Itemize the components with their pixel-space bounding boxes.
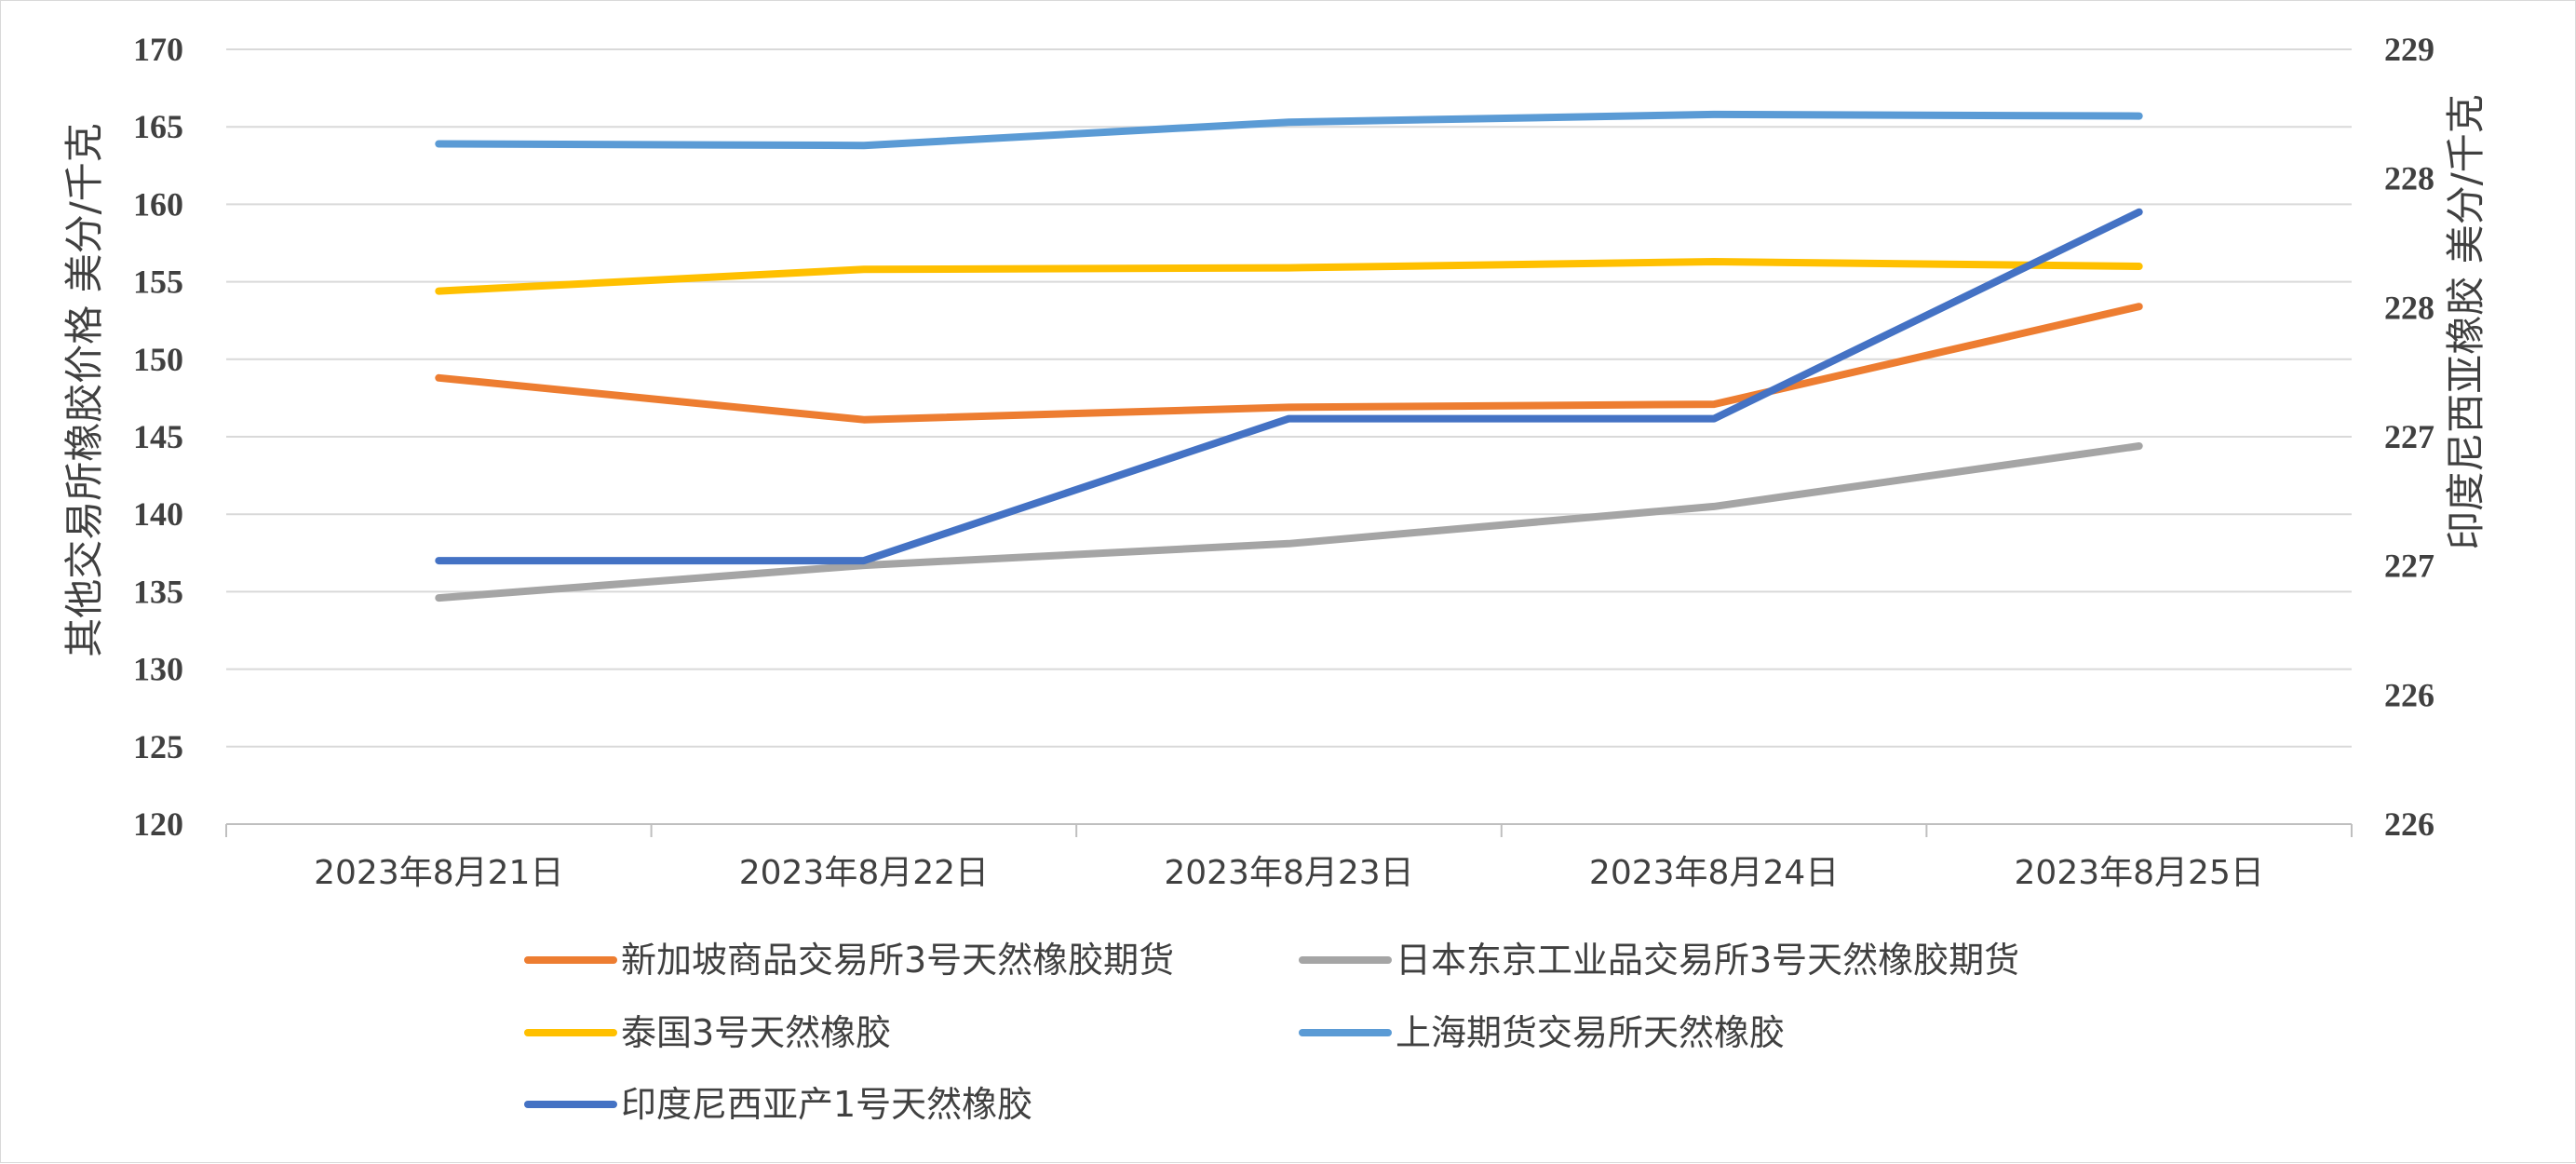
legend-item: 泰国3号天然橡胶 bbox=[524, 1012, 891, 1053]
right-tick-label: 228 bbox=[2384, 160, 2434, 197]
legend-item: 上海期货交易所天然橡胶 bbox=[1299, 1012, 1785, 1053]
x-tick-label: 2023年8月21日 bbox=[314, 854, 563, 892]
series-line bbox=[435, 258, 2143, 295]
right-tick-label: 226 bbox=[2384, 805, 2434, 843]
right-tick-label: 228 bbox=[2384, 289, 2434, 326]
series-line bbox=[435, 208, 2143, 565]
left-tick-label: 125 bbox=[133, 728, 183, 765]
legend-item: 新加坡商品交易所3号天然橡胶期货 bbox=[524, 940, 1174, 981]
left-axis-title: 其他交易所橡胶价格 美分/千克 bbox=[61, 123, 107, 657]
left-axis-ticks: 120 125 130 135 140 145 150 155 160 165 170 bbox=[133, 31, 183, 843]
left-tick-label: 150 bbox=[133, 341, 183, 378]
left-tick-label: 140 bbox=[133, 495, 183, 533]
legend-label: 日本东京工业品交易所3号天然橡胶期货 bbox=[1396, 940, 2019, 981]
right-axis-ticks: 226 226 227 227 228 228 229 bbox=[2384, 31, 2434, 843]
gridlines bbox=[226, 48, 2352, 748]
x-tick-label: 2023年8月25日 bbox=[2015, 854, 2264, 892]
axes bbox=[225, 823, 2353, 837]
left-tick-label: 120 bbox=[133, 805, 183, 843]
legend-label: 新加坡商品交易所3号天然橡胶期货 bbox=[621, 940, 1174, 981]
legend-item: 日本东京工业品交易所3号天然橡胶期货 bbox=[1299, 940, 2019, 981]
series-line bbox=[435, 110, 2143, 150]
legend-label: 印度尼西亚产1号天然橡胶 bbox=[621, 1084, 1032, 1125]
legend-label: 泰国3号天然橡胶 bbox=[621, 1012, 891, 1053]
right-tick-label: 226 bbox=[2384, 676, 2434, 713]
series-lines bbox=[435, 110, 2143, 602]
right-axis-title: 印度尼西亚橡胶 美分/千克 bbox=[2443, 94, 2488, 550]
right-tick-label: 227 bbox=[2384, 548, 2434, 585]
legend-item: 印度尼西亚产1号天然橡胶 bbox=[524, 1084, 1032, 1125]
left-tick-label: 135 bbox=[133, 573, 183, 610]
right-tick-label: 227 bbox=[2384, 418, 2434, 455]
left-tick-label: 130 bbox=[133, 651, 183, 688]
left-tick-label: 160 bbox=[133, 185, 183, 223]
x-tick-label: 2023年8月23日 bbox=[1164, 854, 1413, 892]
x-axis-ticks: 2023年8月21日 2023年8月22日 2023年8月23日 2023年8月24日… bbox=[314, 854, 2264, 892]
left-tick-label: 155 bbox=[133, 264, 183, 301]
series-line bbox=[435, 303, 2143, 424]
left-tick-label: 145 bbox=[133, 418, 183, 455]
series-line bbox=[435, 442, 2143, 602]
left-tick-label: 170 bbox=[133, 31, 183, 68]
legend-label: 上海期货交易所天然橡胶 bbox=[1396, 1012, 1785, 1053]
left-tick-label: 165 bbox=[133, 108, 183, 145]
legend: 新加坡商品交易所3号天然橡胶期货 日本东京工业品交易所3号天然橡胶期货泰国3号天然… bbox=[524, 940, 2019, 1125]
x-tick-label: 2023年8月24日 bbox=[1589, 854, 1839, 892]
right-tick-label: 229 bbox=[2384, 31, 2434, 68]
x-tick-label: 2023年8月22日 bbox=[739, 854, 989, 892]
